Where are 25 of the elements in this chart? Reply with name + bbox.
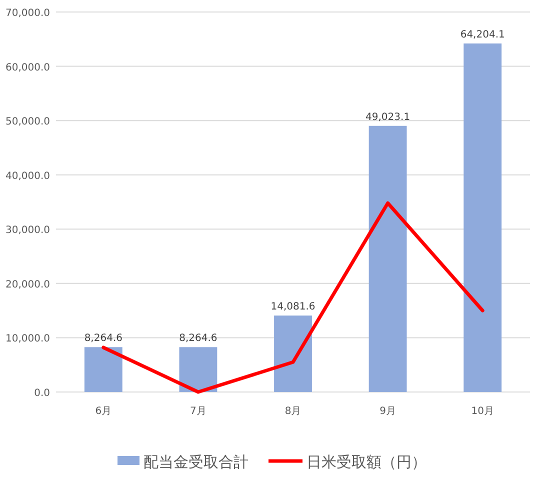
data-label: 14,081.6 [270, 302, 316, 313]
y-tick-label: 10,000.0 [5, 334, 50, 345]
data-label: 64,204.1 [460, 29, 505, 40]
bar [84, 347, 122, 392]
x-tick-label: 7月 [190, 406, 206, 417]
y-tick-label: 20,000.0 [5, 279, 50, 290]
y-tick-label: 70,000.0 [5, 8, 50, 19]
bar [368, 126, 407, 392]
data-label: 8,264.6 [84, 333, 122, 344]
bar [464, 43, 502, 392]
y-tick-label: 40,000.0 [5, 170, 50, 182]
bar [179, 347, 218, 392]
x-tick-label: 6月 [95, 406, 112, 417]
legend-label: 日米受取額（円） [306, 453, 426, 471]
x-tick-label: 10月 [471, 406, 494, 417]
y-tick-label: 0.0 [34, 388, 50, 399]
y-tick-label: 30,000.0 [5, 225, 50, 236]
bar [274, 316, 312, 392]
y-tick-label: 60,000.0 [5, 62, 50, 74]
x-tick-label: 8月 [284, 406, 302, 417]
x-tick-label: 9月 [380, 406, 396, 417]
data-label: 8,264.6 [179, 333, 218, 344]
legend-label: 配当金受取合計 [144, 453, 248, 471]
y-tick-label: 50,000.0 [5, 116, 50, 128]
data-label: 49,023.1 [366, 112, 410, 123]
